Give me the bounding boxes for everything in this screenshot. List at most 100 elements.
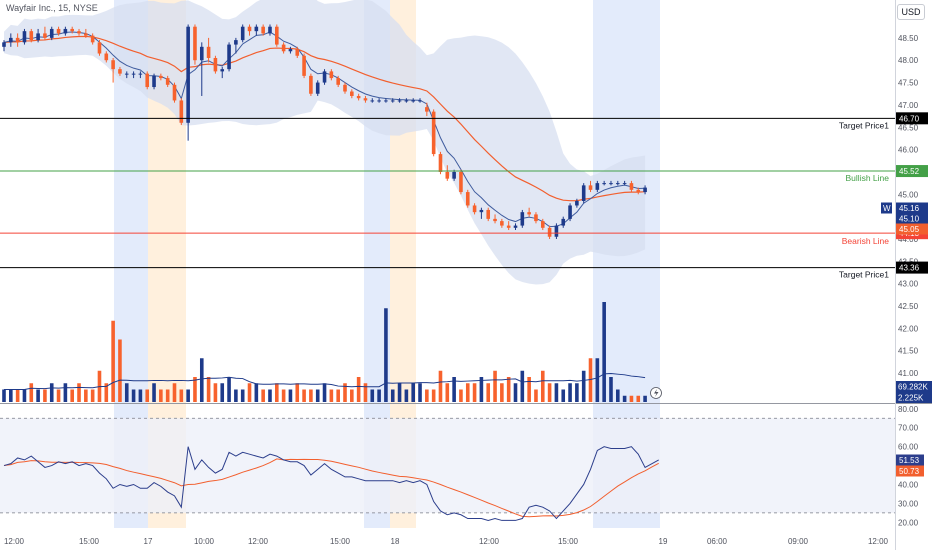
volume-bar: [350, 389, 354, 402]
candle: [438, 151, 443, 175]
candle-body: [281, 44, 286, 52]
candle: [118, 66, 122, 76]
time-tick-label: 15:00: [330, 537, 351, 546]
candle-body: [520, 212, 525, 226]
volume-bar: [49, 383, 54, 402]
volume-bar: [506, 377, 511, 402]
price-tick-label: 42.50: [898, 302, 919, 311]
candle: [254, 24, 259, 36]
candle: [138, 71, 143, 79]
candle: [288, 46, 293, 54]
candle: [97, 40, 102, 56]
candle: [595, 180, 600, 193]
volume-bar: [581, 370, 586, 402]
candle: [36, 28, 40, 43]
candle: [431, 109, 436, 157]
volume-bar: [206, 377, 211, 402]
level-price-tag: [896, 165, 928, 178]
candle-body: [15, 37, 20, 43]
candle: [193, 24, 197, 65]
candle-body: [77, 31, 81, 34]
candle: [459, 169, 463, 195]
candle: [350, 89, 354, 99]
currency-button[interactable]: USD: [897, 4, 925, 20]
level-name-bearish: Bearish Line: [842, 236, 890, 246]
candle: [411, 98, 415, 103]
candle: [527, 207, 531, 217]
candle: [63, 26, 68, 36]
candle: [425, 102, 429, 117]
candle: [343, 82, 347, 94]
rsi-tag: [896, 454, 924, 466]
candle: [540, 218, 545, 231]
candle: [234, 37, 238, 54]
rsi-tick-label: 20.00: [898, 518, 919, 527]
volume-bar: [629, 395, 634, 402]
rsi-line: [3, 446, 659, 521]
candle: [616, 180, 620, 186]
candle-body: [588, 185, 593, 190]
candle: [179, 98, 184, 126]
candle-body: [2, 42, 6, 47]
candle: [145, 71, 150, 90]
price-tag-label: 45.05: [899, 225, 920, 234]
volume-bar: [547, 383, 552, 402]
volume-bar: [459, 389, 463, 402]
time-tick-label: 17: [144, 537, 153, 546]
volume-bar: [193, 377, 197, 402]
candle-body: [370, 100, 375, 102]
candle-body: [561, 218, 566, 226]
rsi-tag-label: 51.53: [899, 456, 920, 465]
price-tag-label: 45.16: [899, 204, 920, 213]
volume-bar: [104, 383, 109, 402]
candle-body: [425, 107, 429, 112]
candle: [445, 165, 450, 181]
volume-ma-label: 2.225K: [898, 394, 924, 403]
volume-bar: [70, 389, 74, 402]
candle: [15, 33, 20, 47]
volume-bar: [159, 389, 163, 402]
candle: [227, 42, 231, 72]
candle-body: [459, 171, 463, 193]
volume-bar: [411, 383, 415, 402]
price-tick-label: 45.00: [898, 190, 919, 199]
candle: [588, 180, 593, 193]
candle: [315, 80, 320, 96]
candle: [309, 73, 313, 96]
candle-body: [322, 71, 327, 83]
volume-ma-line: [4, 373, 646, 390]
ma-slow-line: [3, 35, 646, 202]
candle: [247, 24, 252, 36]
volume-bar: [465, 383, 470, 402]
candle-body: [438, 154, 443, 172]
candle: [472, 203, 477, 215]
time-tick-label: 12:00: [4, 537, 25, 546]
candle-body: [465, 192, 470, 206]
volume-bar: [609, 377, 613, 402]
volume-bar: [595, 358, 600, 402]
level-price-label: 45.52: [899, 167, 920, 176]
candle-body: [288, 49, 293, 52]
candle: [2, 40, 6, 52]
volume-bar: [90, 389, 95, 402]
candle-body: [595, 183, 600, 190]
price-tick-label: 47.00: [898, 101, 919, 110]
volume-bar: [575, 383, 579, 402]
volume-bar: [390, 389, 395, 402]
price-tick-label: 41.00: [898, 369, 919, 378]
candle-body: [629, 183, 634, 190]
candle-body: [193, 26, 197, 61]
volume-label: 69.282K: [898, 383, 928, 392]
candle-body: [343, 84, 347, 92]
price-tick-label: 42.00: [898, 324, 919, 333]
candle-body: [486, 209, 491, 219]
volume-bar: [268, 389, 272, 402]
volume-bar: [261, 389, 265, 402]
candle: [356, 93, 361, 101]
volume-bar: [520, 370, 525, 402]
volume-bar: [336, 389, 340, 402]
candle: [206, 37, 211, 63]
rsi-tick-label: 40.00: [898, 480, 919, 489]
rsi-tick-label: 30.00: [898, 499, 919, 508]
